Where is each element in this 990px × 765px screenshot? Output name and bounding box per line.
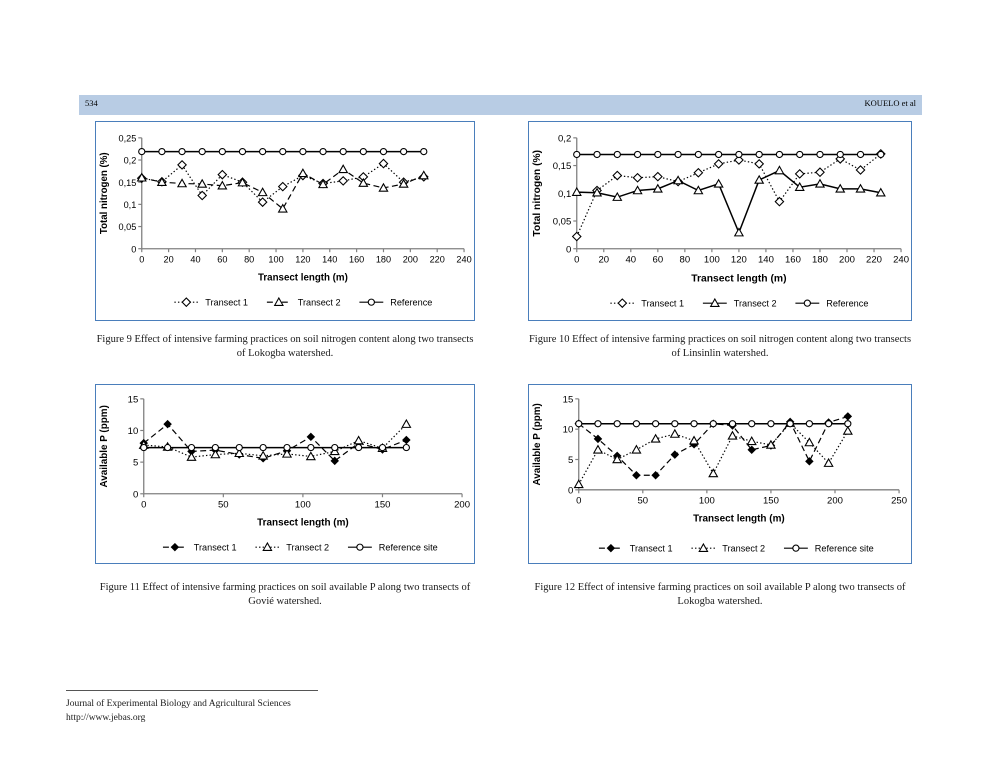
svg-text:60: 60 [217, 255, 227, 265]
svg-text:0,05: 0,05 [553, 217, 572, 228]
svg-text:50: 50 [218, 500, 229, 511]
svg-text:140: 140 [322, 255, 337, 265]
figure-11-caption: Figure 11 Effect of intensive farming pr… [99, 582, 471, 608]
svg-text:20: 20 [598, 255, 609, 266]
svg-text:Transect length (m): Transect length (m) [693, 513, 785, 524]
svg-text:0,1: 0,1 [558, 189, 571, 200]
svg-text:160: 160 [785, 255, 801, 266]
figure-9-box: 0 0,05 0,1 0,15 0,2 0,25 0 20 40 60 80 100 120 140 160… [95, 121, 475, 321]
svg-text:Transect 1: Transect 1 [194, 543, 237, 553]
svg-text:Reference: Reference [390, 298, 432, 308]
running-authors: KOUELO et al [864, 98, 916, 108]
svg-text:200: 200 [454, 500, 470, 511]
svg-text:20: 20 [164, 255, 174, 265]
svg-text:200: 200 [403, 255, 418, 265]
svg-text:Transect 1: Transect 1 [630, 544, 673, 554]
footer-url: http://www.jebas.org [66, 713, 146, 723]
svg-text:Transect 2: Transect 2 [298, 298, 341, 308]
svg-text:Reference: Reference [826, 299, 868, 309]
svg-text:240: 240 [456, 255, 471, 265]
svg-text:220: 220 [430, 255, 445, 265]
svg-text:120: 120 [731, 255, 747, 266]
figure-9-chart: 0 0,05 0,1 0,15 0,2 0,25 0 20 40 60 80 100 120 140 160… [99, 133, 472, 308]
footer-rule [66, 690, 318, 691]
footer-journal: Journal of Experimental Biology and Agri… [66, 699, 291, 709]
svg-text:Transect 2: Transect 2 [734, 299, 777, 309]
svg-text:0,2: 0,2 [124, 156, 137, 166]
svg-text:Transect 1: Transect 1 [205, 298, 248, 308]
figure-11-box: 0 5 10 15 0 50 100 150 200 Transect length (m) Ava… [95, 384, 475, 564]
figure-9-caption: Figure 9 Effect of intensive farming pra… [96, 334, 474, 360]
svg-text:0,15: 0,15 [553, 161, 572, 172]
svg-text:Transect 2: Transect 2 [286, 543, 329, 553]
svg-text:0: 0 [566, 244, 571, 255]
svg-text:100: 100 [268, 255, 283, 265]
svg-text:0: 0 [568, 485, 573, 496]
svg-text:Available P (ppm): Available P (ppm) [532, 403, 543, 485]
svg-text:0: 0 [574, 255, 579, 266]
svg-text:0,2: 0,2 [558, 133, 571, 144]
svg-text:120: 120 [295, 255, 310, 265]
figure-10-box: 0 0,05 0,1 0,15 0,2 0 20 40 60 80 100 120 140 160 180 2… [528, 121, 912, 321]
svg-text:0: 0 [576, 496, 581, 507]
svg-text:5: 5 [133, 458, 138, 469]
svg-text:50: 50 [637, 496, 648, 507]
svg-text:0: 0 [141, 500, 146, 511]
svg-text:0: 0 [139, 255, 144, 265]
svg-text:0,25: 0,25 [119, 133, 137, 143]
svg-text:140: 140 [758, 255, 774, 266]
svg-text:Available P (ppm): Available P (ppm) [99, 405, 110, 487]
svg-text:220: 220 [866, 255, 882, 266]
svg-text:Reference site: Reference site [379, 543, 438, 553]
svg-text:180: 180 [812, 255, 828, 266]
svg-text:15: 15 [128, 394, 139, 405]
svg-text:Transect 2: Transect 2 [722, 544, 765, 554]
svg-text:150: 150 [763, 496, 779, 507]
svg-text:10: 10 [128, 426, 139, 437]
svg-text:15: 15 [563, 394, 574, 405]
svg-text:Reference site: Reference site [815, 544, 874, 554]
svg-text:200: 200 [839, 255, 855, 266]
svg-text:250: 250 [891, 496, 907, 507]
svg-text:0: 0 [133, 489, 138, 500]
svg-text:100: 100 [295, 500, 311, 511]
svg-text:0: 0 [131, 244, 136, 254]
svg-text:200: 200 [827, 496, 843, 507]
svg-text:Transect length (m): Transect length (m) [691, 273, 786, 284]
svg-text:Transect length (m): Transect length (m) [257, 517, 349, 528]
svg-text:150: 150 [375, 500, 391, 511]
svg-text:180: 180 [376, 255, 391, 265]
svg-text:10: 10 [563, 425, 574, 436]
svg-text:40: 40 [190, 255, 200, 265]
figure-10-caption: Figure 10 Effect of intensive farming pr… [528, 334, 912, 360]
svg-text:0,15: 0,15 [119, 178, 137, 188]
svg-text:0,1: 0,1 [124, 200, 137, 210]
svg-text:Transect length (m): Transect length (m) [258, 272, 348, 283]
svg-text:80: 80 [244, 255, 254, 265]
svg-text:Transect 1: Transect 1 [641, 299, 684, 309]
svg-text:0,05: 0,05 [119, 222, 137, 232]
svg-text:Total nitrogen (%): Total nitrogen (%) [532, 150, 543, 237]
figure-12-box: 0 5 10 15 0 50 100 150 200 250 Transect length (m)… [528, 384, 912, 564]
svg-text:80: 80 [680, 255, 691, 266]
svg-text:100: 100 [699, 496, 715, 507]
svg-text:100: 100 [704, 255, 720, 266]
svg-text:160: 160 [349, 255, 364, 265]
svg-text:60: 60 [653, 255, 664, 266]
svg-text:240: 240 [893, 255, 909, 266]
svg-text:Total nitrogen (%): Total nitrogen (%) [99, 152, 110, 234]
figure-12-caption: Figure 12 Effect of intensive farming pr… [534, 582, 906, 608]
svg-text:5: 5 [568, 455, 573, 466]
svg-text:40: 40 [625, 255, 636, 266]
running-header: 534 KOUELO et al [79, 95, 922, 115]
page-number: 534 [85, 98, 98, 108]
figure-10-chart: 0 0,05 0,1 0,15 0,2 0 20 40 60 80 100 120 140 160 180 2… [532, 133, 909, 309]
